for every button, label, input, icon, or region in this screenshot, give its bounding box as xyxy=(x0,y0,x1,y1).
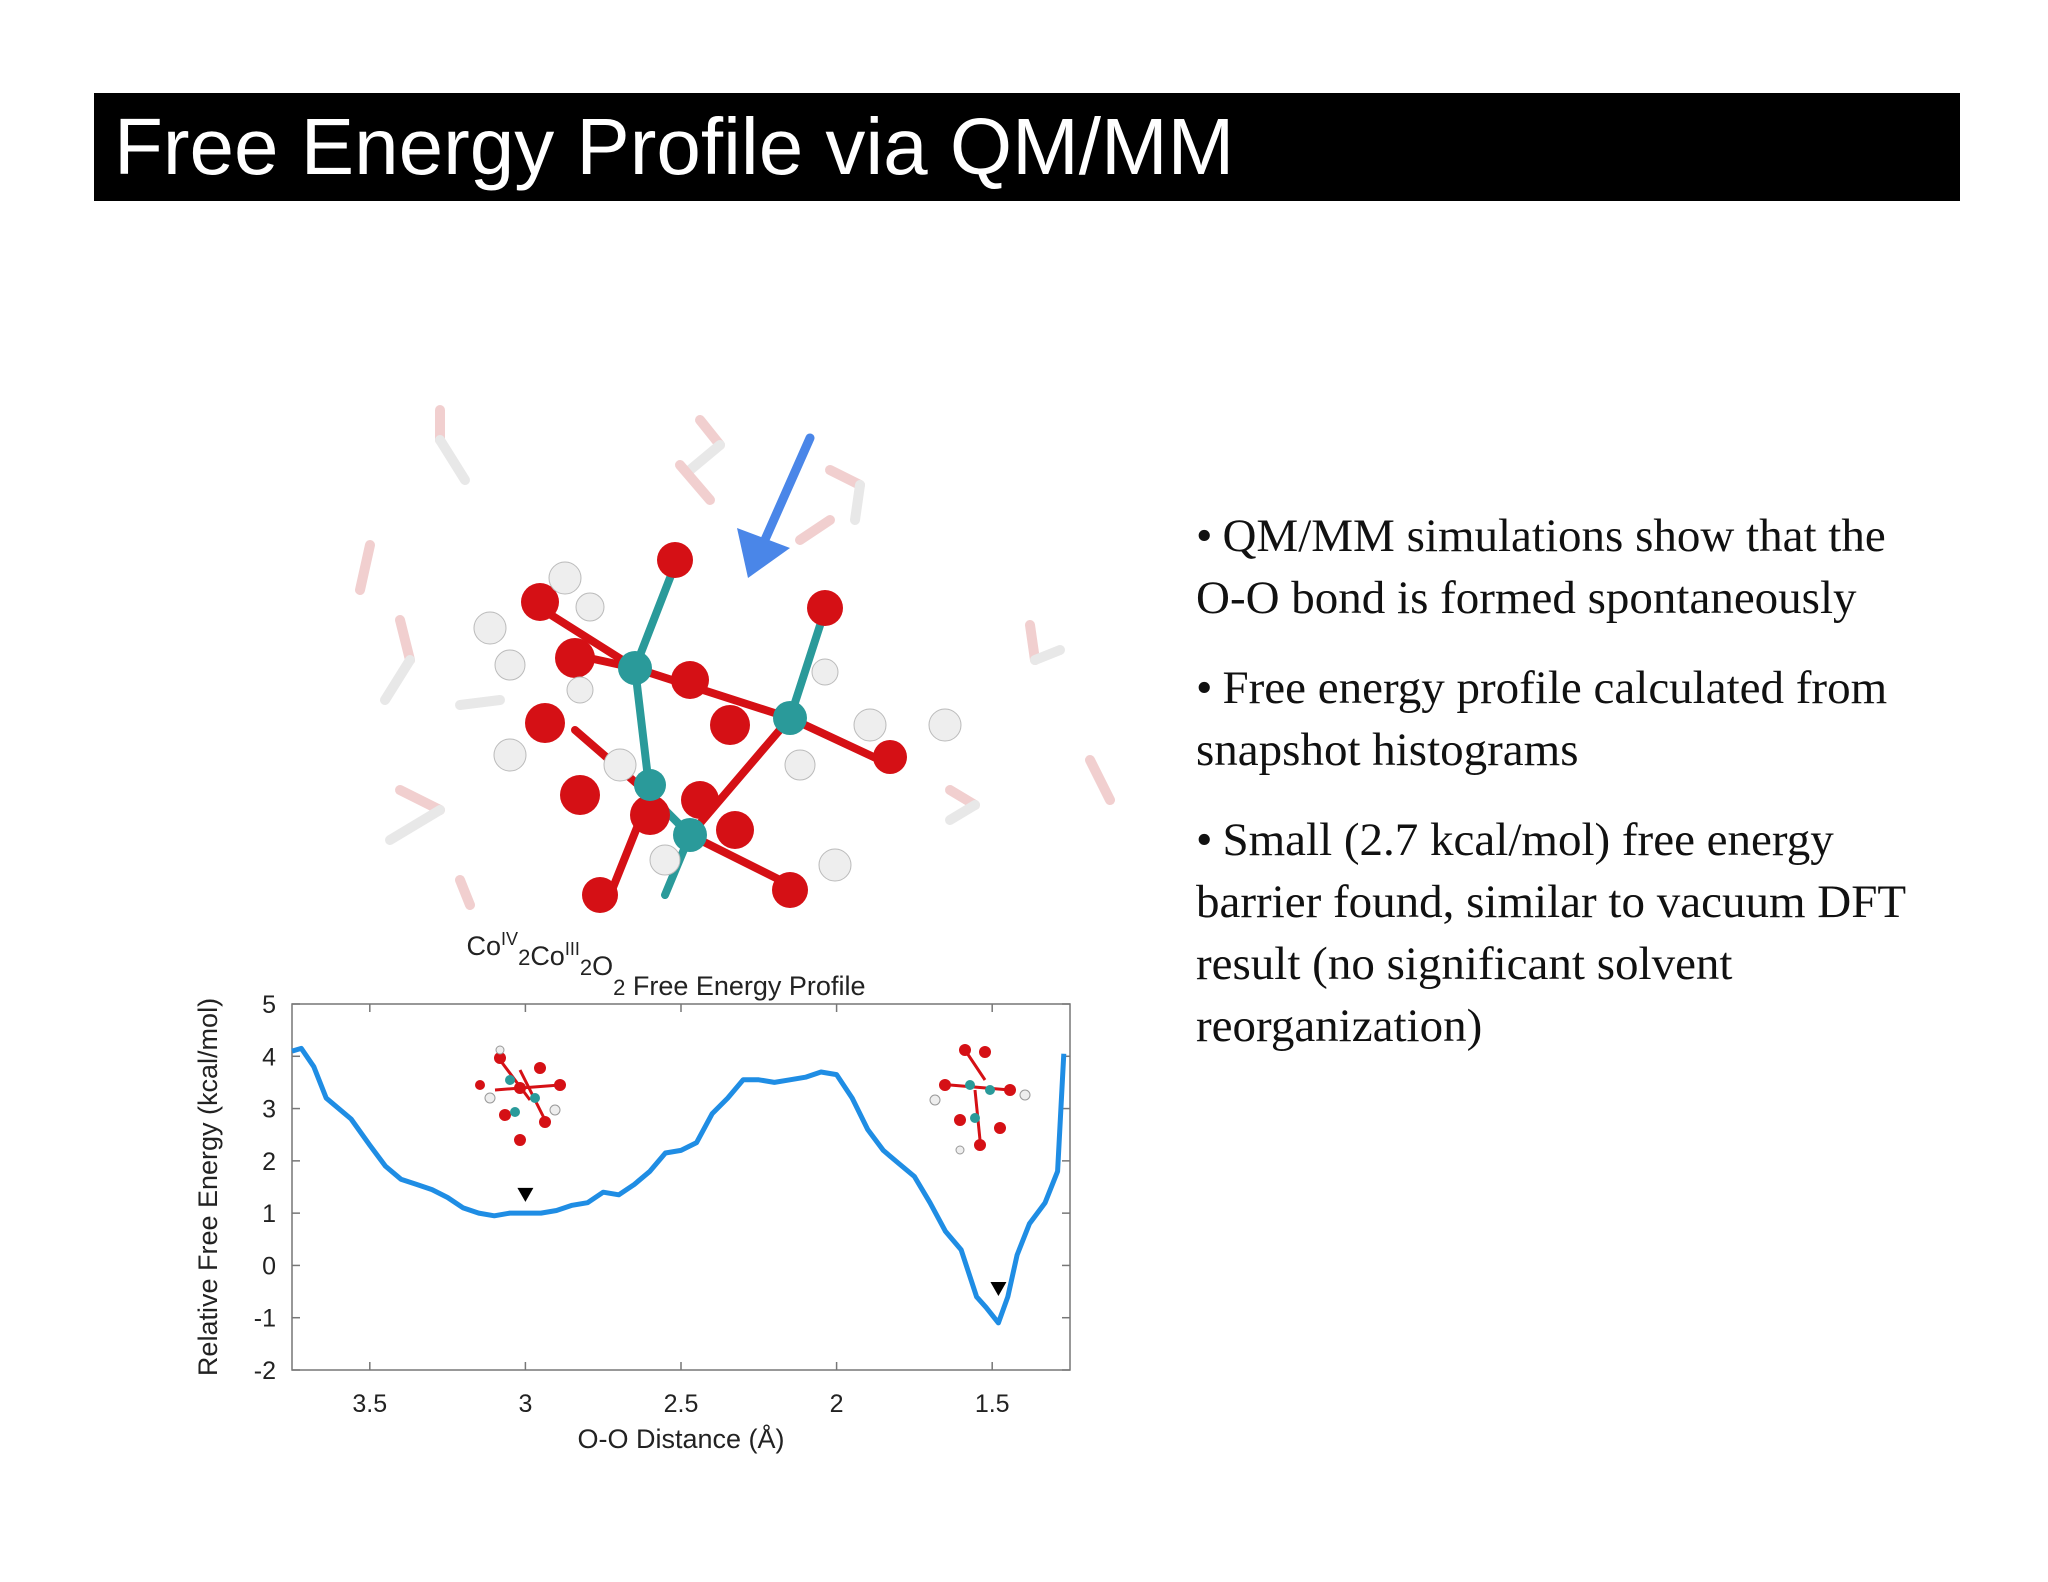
bullet-list: • QM/MM simulations show that the O-O bon… xyxy=(1196,505,1916,1085)
plot-frame xyxy=(291,1003,1071,1371)
slide-title: Free Energy Profile via QM/MM xyxy=(114,102,1235,191)
chart-title-part: O xyxy=(592,951,613,981)
y-tick-label: 3 xyxy=(262,1096,276,1124)
triangle-marker-icon xyxy=(990,1281,1007,1296)
y-tick-label: 1 xyxy=(262,1200,276,1228)
chart-title-part: IV xyxy=(501,929,518,949)
chart-title-part: III xyxy=(565,939,580,959)
free-energy-curve xyxy=(291,1045,1067,1326)
chart-title-part: Co xyxy=(530,941,565,971)
y-tick-label: -2 xyxy=(254,1357,276,1385)
y-tick-label: 0 xyxy=(262,1252,276,1280)
bullet-dot: • xyxy=(1196,814,1213,866)
x-tick-label: 3 xyxy=(518,1390,532,1418)
inset-structure-right xyxy=(929,1044,1031,1155)
y-tick-label: -1 xyxy=(254,1305,276,1333)
bullet-item: • Free energy profile calculated from sna… xyxy=(1196,657,1916,781)
chart-title-part: Free Energy Profile xyxy=(625,971,865,1001)
y-tick-label: 5 xyxy=(262,991,276,1019)
cobalt-atoms xyxy=(618,651,807,852)
bullet-dot: • xyxy=(1196,510,1213,562)
minimum-markers xyxy=(517,1187,1007,1296)
y-tick-label: 2 xyxy=(262,1148,276,1176)
chart-title-part: 2 xyxy=(518,945,530,970)
bullet-dot: • xyxy=(1196,662,1213,714)
x-axis: 3.5 3 2.5 2 1.5 xyxy=(352,1004,1010,1418)
molecule-illustration xyxy=(355,405,1115,913)
chart-title-part: 2 xyxy=(613,975,625,1000)
x-axis-label: O-O Distance (Å) xyxy=(577,1423,784,1454)
bonds xyxy=(536,561,884,899)
x-tick-label: 3.5 xyxy=(352,1390,387,1418)
title-bar: Free Energy Profile via QM/MM xyxy=(94,93,1960,201)
triangle-marker-icon xyxy=(517,1187,534,1202)
x-tick-label: 2.5 xyxy=(664,1390,699,1418)
x-tick-label: 2 xyxy=(830,1390,844,1418)
x-tick-label: 1.5 xyxy=(975,1390,1010,1418)
bullet-text: QM/MM simulations show that the O-O bond… xyxy=(1196,510,1886,624)
oxygen-atoms xyxy=(521,542,907,913)
inset-structure-left xyxy=(475,1045,566,1146)
bullet-item: • QM/MM simulations show that the O-O bon… xyxy=(1196,505,1916,629)
chart-title-part: 2 xyxy=(580,955,592,980)
bullet-text: Small (2.7 kcal/mol) free energy barrier… xyxy=(1196,814,1906,1052)
y-axis-label: Relative Free Energy (kcal/mol) xyxy=(193,998,223,1376)
chart-title-part: Co xyxy=(467,931,502,961)
y-tick-label: 4 xyxy=(262,1043,276,1071)
bullet-item: • Small (2.7 kcal/mol) free energy barrie… xyxy=(1196,809,1916,1057)
y-axis: 5 4 3 2 1 0 -1 -2 xyxy=(254,991,1070,1385)
arrow-icon xyxy=(737,433,815,578)
bullet-text: Free energy profile calculated from snap… xyxy=(1196,662,1888,776)
hydrogen-atoms xyxy=(473,561,962,882)
solvent-waters xyxy=(355,405,1115,910)
chart-title: CoIV2CoIII2O2 Free Energy Profile xyxy=(467,929,866,1001)
free-energy-chart: CoIV2CoIII2O2 Free Energy Profile 543210… xyxy=(193,929,1071,1454)
